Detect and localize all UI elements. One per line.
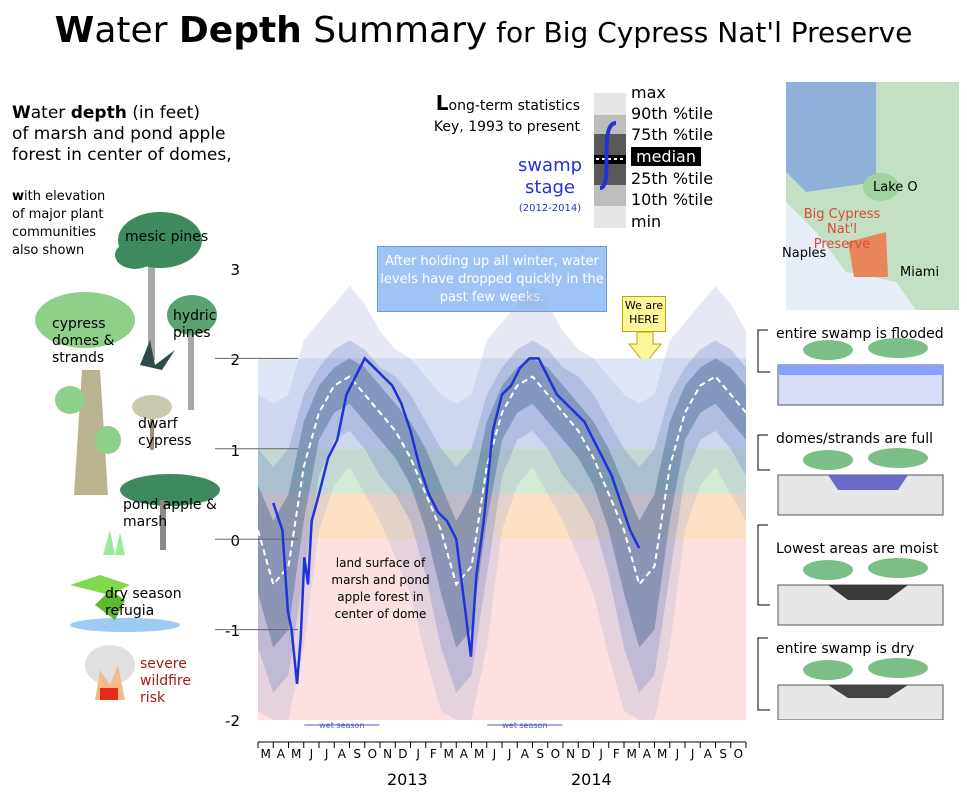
land-surface-note: land surface of marsh and pond apple for… <box>331 556 430 621</box>
month-label: M <box>443 747 454 761</box>
label-cypress: cypress domes & strands <box>52 316 115 366</box>
cypress-icon <box>35 292 135 495</box>
month-label: A <box>337 747 346 761</box>
month-label: A <box>642 747 651 761</box>
month-label: A <box>459 747 468 761</box>
label-wildfire: severe wildfire risk <box>140 656 191 706</box>
y-tick-0: 0 <box>230 532 240 550</box>
month-label: A <box>703 747 712 761</box>
wet-season-label: wet season <box>319 721 364 730</box>
label-mesic-pines: mesic pines <box>125 229 209 245</box>
scene-moist <box>777 558 944 626</box>
key-bands <box>594 93 626 228</box>
label-hydric-pines: hydric pines <box>173 308 217 341</box>
down-arrow-icon <box>628 332 662 365</box>
month-label: M <box>626 747 637 761</box>
we-are-here-label: We are HERE <box>622 296 666 332</box>
key-title: Long-term statistics Key, 1993 to presen… <box>433 91 580 136</box>
month-label: M <box>290 747 302 761</box>
map-naples: Naples <box>782 246 827 261</box>
mesic-pine-icon <box>115 212 202 360</box>
key-p25: 25th %tile <box>631 169 714 188</box>
key-median: median <box>631 147 701 166</box>
month-label: F <box>612 747 620 761</box>
month-label: A <box>520 747 529 761</box>
month-label: D <box>398 747 408 761</box>
key-p75: 75th %tile <box>631 125 714 144</box>
year-2013: 2013 <box>387 770 428 789</box>
month-label: M <box>473 747 485 761</box>
scene-full <box>777 448 944 516</box>
month-label: D <box>581 747 591 761</box>
y-tick-3: 3 <box>230 261 240 279</box>
band-min-max <box>258 286 746 720</box>
y-tick-1: 1 <box>230 442 240 460</box>
month-label: F <box>429 747 437 761</box>
dwarf-cypress-icon <box>132 395 172 450</box>
zone-dry <box>258 539 746 720</box>
year-2014: 2014 <box>571 770 612 789</box>
key-p10: 10th %tile <box>631 190 714 209</box>
scene-dry <box>777 658 944 720</box>
left-subtitle: with elevation of major plant communitie… <box>12 189 106 258</box>
month-label: N <box>566 747 576 761</box>
key-swamp-stage: swamp stage <box>517 155 583 198</box>
label-dry-refugia: dry season refugia <box>105 586 182 619</box>
key-max: max <box>631 83 666 102</box>
wet-season-label: wet season <box>502 721 547 730</box>
pond-apple-icon <box>103 474 220 555</box>
left-description: Water depth (in feet) of marsh and pond … <box>12 103 232 165</box>
month-label: M <box>260 747 271 761</box>
scene-flooded-label: entire swamp is flooded <box>776 326 944 342</box>
swamp-stage-line <box>272 356 641 684</box>
month-label: J <box>675 747 680 761</box>
zone-moist <box>258 494 746 540</box>
month-label: J <box>690 747 695 761</box>
map-miami: Miami <box>900 265 940 280</box>
y-tick-2: 2 <box>230 351 240 369</box>
month-label: N <box>383 747 393 761</box>
plant-illustrations <box>35 212 220 700</box>
y-tick-neg1: -1 <box>225 622 240 640</box>
scene-moist-label: Lowest areas are moist <box>776 541 939 557</box>
refugia-icon <box>70 575 180 632</box>
month-label: J <box>309 747 314 761</box>
month-label: J <box>507 747 512 761</box>
key-min: min <box>631 212 662 231</box>
key-years: (2012-2014) <box>518 203 582 214</box>
month-label: J <box>492 747 497 761</box>
median-line <box>257 375 747 587</box>
scene-illustrations <box>757 329 944 720</box>
month-label: M <box>656 747 668 761</box>
scene-flooded <box>777 338 944 406</box>
month-label: O <box>733 747 744 761</box>
month-label: J <box>324 747 329 761</box>
label-dwarf-cypress: dwarf cypress <box>138 416 192 449</box>
month-label: J <box>599 747 603 761</box>
palmetto-icon <box>140 340 175 370</box>
callout-box: After holding up all winter, water level… <box>377 246 607 312</box>
y-tick-neg2: -2 <box>225 712 240 730</box>
key-p90: 90th %tile <box>631 104 714 123</box>
wildfire-icon <box>85 645 135 700</box>
month-label: J <box>416 747 420 761</box>
scene-dry-label: entire swamp is dry <box>776 641 915 657</box>
florida-map <box>786 82 959 310</box>
map-lake-o: Lake O <box>873 180 918 195</box>
month-label: A <box>276 747 285 761</box>
month-label: S <box>536 747 544 761</box>
hydric-pine-icon <box>167 295 217 410</box>
zone-full <box>258 448 746 494</box>
band-25-75 <box>258 358 746 648</box>
month-label: S <box>353 747 361 761</box>
month-label: S <box>719 747 727 761</box>
month-label: O <box>367 747 378 761</box>
map-preserve: Big Cypress Nat'l Preserve <box>803 207 881 252</box>
month-label: O <box>550 747 561 761</box>
page-title: Water Depth Summary for Big Cypress Nat'… <box>54 10 913 51</box>
label-pond-apple: pond apple & marsh <box>123 497 217 530</box>
scene-full-label: domes/strands are full <box>776 431 934 447</box>
band-10-90 <box>258 340 746 693</box>
